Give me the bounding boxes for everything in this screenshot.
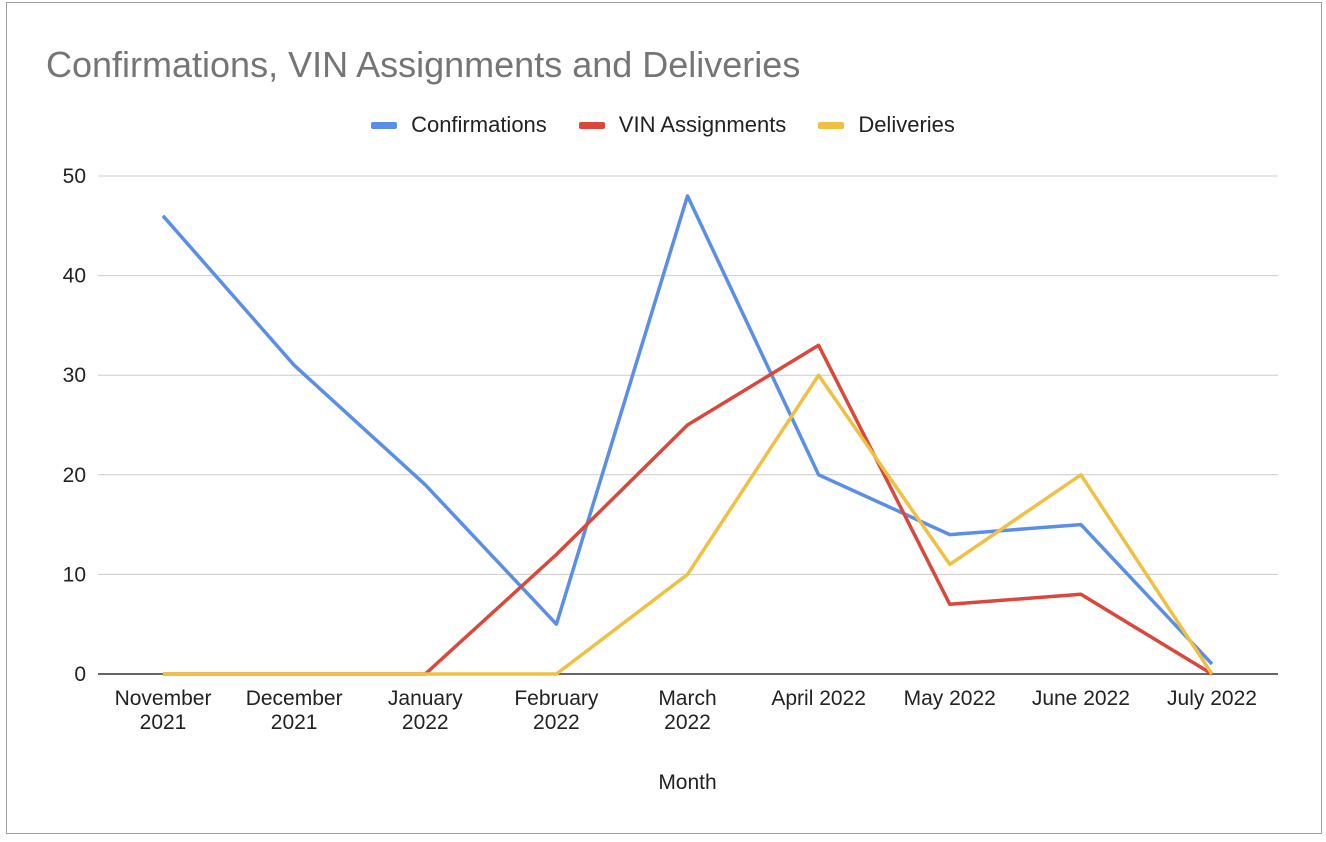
x-tick-label: July 2022 xyxy=(1167,687,1257,710)
legend-label-confirmations: Confirmations xyxy=(411,112,547,137)
x-tick-label: March 2022 xyxy=(658,687,716,734)
legend-swatch-confirmations xyxy=(371,121,398,129)
x-tick-label: June 2022 xyxy=(1032,687,1130,710)
legend-swatch-vin-assignments xyxy=(578,121,605,129)
legend-item-confirmations[interactable]: Confirmations xyxy=(371,112,547,138)
series-line-deliveries[interactable] xyxy=(163,373,1214,676)
y-axis-ticks: 0 10 20 30 40 50 xyxy=(63,165,86,686)
x-tick-label: May 2022 xyxy=(904,687,996,710)
x-tick-label: November 2021 xyxy=(115,687,212,734)
x-tick-label: January 2022 xyxy=(388,687,463,734)
y-tick-label: 40 xyxy=(63,265,86,288)
y-tick-label: 30 xyxy=(63,364,86,387)
series-line-confirmations[interactable] xyxy=(161,194,1214,666)
y-tick-label: 50 xyxy=(63,165,86,188)
y-tick-label: 20 xyxy=(63,464,86,487)
y-tick-label: 10 xyxy=(63,563,86,586)
y-tick-label: 0 xyxy=(74,663,86,686)
chart-legend: Confirmations VIN Assignments Deliveries xyxy=(0,112,1326,138)
legend-item-vin-assignments[interactable]: VIN Assignments xyxy=(578,112,787,138)
legend-label-vin-assignments: VIN Assignments xyxy=(618,112,787,137)
chart-frame[interactable] xyxy=(6,2,1322,834)
legend-swatch-deliveries xyxy=(818,121,845,129)
legend-label-deliveries: Deliveries xyxy=(858,112,955,137)
x-axis-title: Month xyxy=(658,771,716,794)
series-line-vin-assignments[interactable] xyxy=(163,343,1213,676)
x-tick-label: December 2021 xyxy=(246,687,343,734)
chart-title: Confirmations, VIN Assignments and Deliv… xyxy=(46,44,801,85)
x-tick-label: April 2022 xyxy=(771,687,866,710)
x-tick-label: February 2022 xyxy=(514,687,599,734)
x-axis-ticks: November 2021 December 2021 January 2022 Febru… xyxy=(115,687,1257,734)
series-lines xyxy=(161,194,1214,676)
legend-item-deliveries[interactable]: Deliveries xyxy=(818,112,955,138)
